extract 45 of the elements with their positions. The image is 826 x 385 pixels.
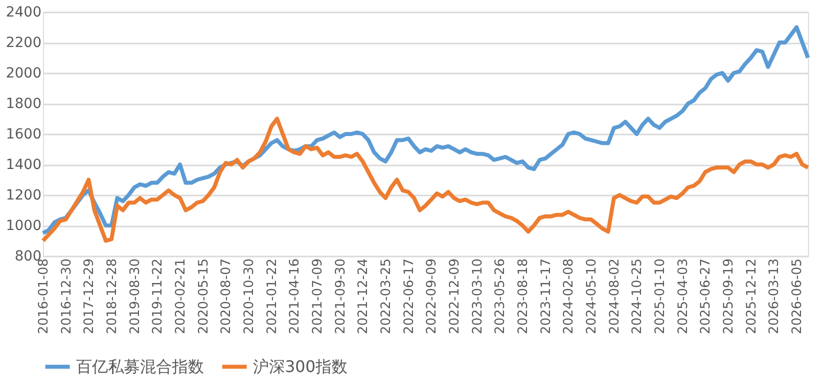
y-tick-label: 1400	[6, 157, 42, 173]
x-tick-label: 2018-12-28	[105, 258, 120, 334]
x-tick-label: 2025-12-12	[744, 258, 760, 334]
x-tick-label: 2017-12-29	[82, 258, 98, 334]
x-tick-label: 2016-01-08	[36, 258, 52, 334]
x-tick-label: 2023-11-17	[538, 258, 554, 334]
x-tick-label: 2019-08-30	[128, 258, 143, 334]
x-tick-label: 2020-05-15	[196, 258, 212, 334]
x-tick-label: 2023-05-26	[493, 258, 508, 334]
x-tick-label: 2025-01-10	[653, 258, 668, 334]
x-tick-label: 2024-05-10	[584, 258, 600, 334]
x-tick-label: 2020-10-30	[242, 258, 258, 334]
x-tick-label: 2025-04-03	[676, 258, 691, 334]
x-tick-label: 2022-06-17	[402, 258, 417, 334]
x-tick-label: 2024-10-25	[630, 258, 646, 334]
x-tick-label: 2026-06-05	[790, 258, 806, 334]
x-tick-label: 2022-09-09	[424, 258, 440, 334]
x-tick-label: 2021-04-16	[288, 258, 303, 334]
x-tick-label: 2022-12-09	[448, 258, 463, 334]
line-series	[41, 116, 810, 243]
y-tick-label: 1000	[6, 218, 42, 234]
y-tick-label: 1200	[6, 188, 42, 204]
x-tick-label: 2019-11-22	[150, 258, 166, 334]
x-tick-label: 2024-02-08	[562, 258, 577, 334]
legend-label: 沪深300指数	[253, 356, 348, 376]
y-tick-label: 2400	[6, 4, 42, 20]
x-tick-label: 2026-03-13	[767, 258, 782, 334]
y-tick-label: 1800	[6, 96, 42, 112]
x-tick-label: 2020-02-21	[174, 258, 189, 334]
x-tick-label: 2016-12-30	[59, 258, 74, 334]
x-tick-label: 2025-06-27	[698, 258, 714, 334]
x-tick-label: 2021-07-09	[310, 258, 326, 334]
x-tick-label: 2023-08-18	[516, 258, 532, 334]
x-tick-label: 2025-09-19	[722, 258, 737, 334]
legend-label: 百亿私募混合指数	[76, 356, 204, 376]
x-tick-label: 2024-08-02	[607, 258, 622, 334]
x-tick-label: 2021-12-24	[356, 258, 372, 334]
x-tick-label: 2020-08-07	[219, 258, 234, 334]
x-tick-label: 2021-09-30	[333, 258, 348, 334]
y-tick-label: 1600	[6, 126, 42, 142]
x-tick-label: 2023-03-10	[470, 258, 486, 334]
y-tick-label: 2000	[6, 66, 42, 82]
x-tick-label: 2022-03-25	[379, 258, 394, 334]
y-tick-label: 2200	[6, 35, 42, 51]
x-tick-label: 2021-01-22	[264, 258, 280, 334]
